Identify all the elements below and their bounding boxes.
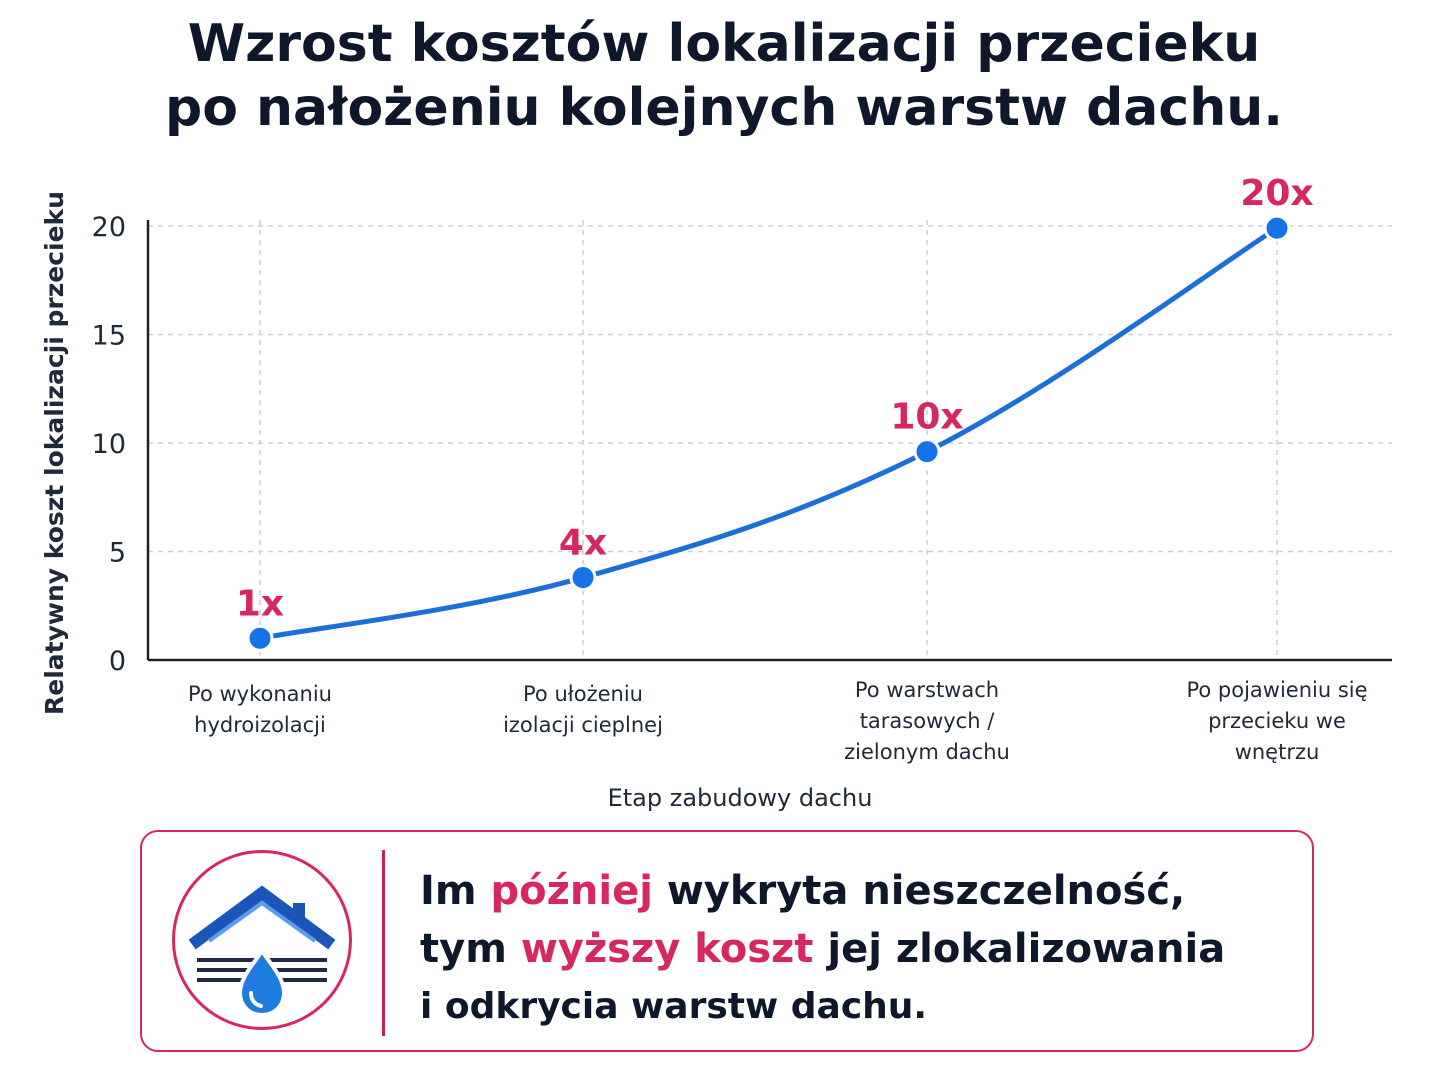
chart-title: Wzrost kosztów lokalizacji przecieku po … xyxy=(0,12,1448,140)
callout-line2-text: tym xyxy=(420,926,521,972)
house-leak-icon xyxy=(172,850,352,1030)
callout-box: Im później wykryta nieszczelność, tym wy… xyxy=(140,830,1314,1052)
y-tick-label: 15 xyxy=(92,321,126,352)
data-label: 10x xyxy=(890,397,963,438)
y-tick-label: 10 xyxy=(92,429,126,460)
callout-divider xyxy=(382,850,385,1036)
chart-title-line-2: po nałożeniu kolejnych warstw dachu. xyxy=(164,78,1284,138)
x-tick-label: wnętrzu xyxy=(1235,740,1320,764)
data-label: 1x xyxy=(236,583,284,624)
callout-message: Im później wykryta nieszczelność, tym wy… xyxy=(420,862,1225,1036)
callout-line2-highlight: wyższy koszt xyxy=(520,926,814,972)
x-tick-label: izolacji cieplnej xyxy=(503,713,663,737)
data-point xyxy=(246,624,274,652)
series-line xyxy=(257,225,1280,641)
x-tick-label: Po warstwach xyxy=(855,678,999,702)
data-point xyxy=(569,564,597,592)
x-tick-label: tarasowych / xyxy=(860,709,996,733)
data-point xyxy=(1263,214,1291,242)
callout-line1-highlight: później xyxy=(490,868,653,914)
data-label: 20x xyxy=(1240,173,1313,214)
x-tick-label: hydroizolacji xyxy=(194,713,326,737)
y-tick-label: 0 xyxy=(109,646,126,677)
callout-line3: i odkrycia warstw dachu. xyxy=(420,986,928,1027)
chart-title-line-1: Wzrost kosztów lokalizacji przecieku xyxy=(187,14,1261,74)
data-label: 4x xyxy=(559,523,607,564)
x-tick-label: Po pojawieniu się xyxy=(1186,678,1367,702)
callout-line1-text: Im xyxy=(420,868,491,914)
x-tick-label: Po ułożeniu xyxy=(523,682,643,706)
callout-line2-rest: jej zlokalizowania xyxy=(813,926,1226,972)
data-point xyxy=(913,438,941,466)
y-tick-label: 20 xyxy=(92,212,126,243)
callout-line1-rest: wykryta nieszczelność, xyxy=(652,868,1186,914)
x-tick-label: zielonym dachu xyxy=(844,740,1010,764)
x-tick-label: Po wykonaniu xyxy=(188,682,332,706)
y-tick-label: 5 xyxy=(109,538,126,569)
y-axis-title: Relatywny koszt lokalizacji przecieku xyxy=(40,191,69,715)
line-chart: 0 5 10 15 20 Relatywny koszt lokalizacji prze… xyxy=(40,173,1392,812)
x-axis-title: Etap zabudowy dachu xyxy=(608,784,873,812)
x-tick-label: przecieku we xyxy=(1208,709,1346,733)
